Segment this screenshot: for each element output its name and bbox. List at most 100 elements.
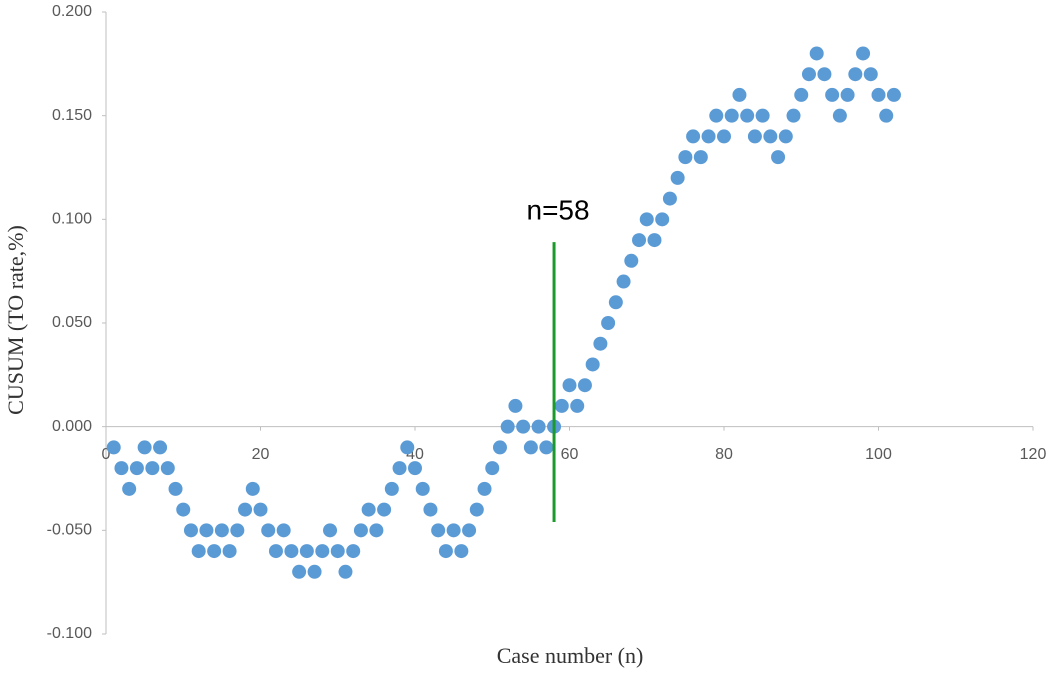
data-point [701, 129, 716, 144]
y-tick-label: 0.050 [52, 314, 92, 331]
data-point [307, 564, 322, 579]
data-point [299, 544, 314, 559]
data-point [207, 544, 222, 559]
data-point [384, 481, 399, 496]
data-point [763, 129, 778, 144]
data-point [114, 461, 129, 476]
data-point [832, 108, 847, 123]
data-point [585, 357, 600, 372]
data-point [794, 87, 809, 102]
data-point [616, 274, 631, 289]
data-point [292, 564, 307, 579]
data-point [624, 253, 639, 268]
data-point [369, 523, 384, 538]
data-point [423, 502, 438, 517]
data-point [199, 523, 214, 538]
data-point [160, 461, 175, 476]
x-tick-label: 100 [865, 446, 892, 463]
data-point [485, 461, 500, 476]
data-point [577, 378, 592, 393]
data-point [724, 108, 739, 123]
data-point [492, 440, 507, 455]
data-point [647, 233, 662, 248]
data-point [539, 440, 554, 455]
data-point [709, 108, 724, 123]
data-point [755, 108, 770, 123]
data-point [462, 523, 477, 538]
data-point [222, 544, 237, 559]
data-point [562, 378, 577, 393]
data-point [809, 46, 824, 61]
data-point [801, 67, 816, 82]
y-tick-label: -0.100 [47, 625, 92, 642]
data-point [400, 440, 415, 455]
y-axis-title: CUSUM (TO rate,%) [3, 225, 28, 415]
data-point [693, 150, 708, 165]
data-point [438, 544, 453, 559]
data-point [516, 419, 531, 434]
data-point [554, 398, 569, 413]
data-point [276, 523, 291, 538]
data-point [531, 419, 546, 434]
data-point [771, 150, 786, 165]
data-point [284, 544, 299, 559]
data-point [361, 502, 376, 517]
y-tick-label: 0.000 [52, 418, 92, 435]
data-point [879, 108, 894, 123]
data-point [377, 502, 392, 517]
annotation-label: n=58 [527, 195, 590, 226]
data-point [523, 440, 538, 455]
y-tick-label: 0.150 [52, 107, 92, 124]
data-point [747, 129, 762, 144]
data-point [477, 481, 492, 496]
data-point [415, 481, 430, 496]
data-point [608, 295, 623, 310]
data-point [655, 212, 670, 227]
data-point [214, 523, 229, 538]
x-tick-label: 120 [1020, 446, 1047, 463]
x-tick-label: 20 [252, 446, 270, 463]
y-tick-label: 0.200 [52, 3, 92, 20]
x-tick-label: 80 [715, 446, 733, 463]
data-point [176, 502, 191, 517]
data-point [338, 564, 353, 579]
data-point [825, 87, 840, 102]
data-point [153, 440, 168, 455]
data-point [740, 108, 755, 123]
x-axis-title: Case number (n) [497, 643, 644, 668]
data-point [129, 461, 144, 476]
data-point [662, 191, 677, 206]
data-point [786, 108, 801, 123]
data-point [717, 129, 731, 144]
data-point [346, 544, 361, 559]
x-tick-label: 60 [561, 446, 579, 463]
data-point [732, 87, 747, 102]
data-point [500, 419, 515, 434]
data-point [268, 544, 283, 559]
data-point [678, 150, 693, 165]
data-point [856, 46, 871, 61]
data-point [253, 502, 268, 517]
data-point [315, 544, 330, 559]
data-point [137, 440, 152, 455]
data-point [191, 544, 206, 559]
data-point [686, 129, 701, 144]
data-point [469, 502, 484, 517]
data-point [508, 398, 523, 413]
y-tick-label: 0.100 [52, 211, 92, 228]
data-point [330, 544, 345, 559]
x-tick-label: 0 [102, 446, 111, 463]
data-point [840, 87, 855, 102]
data-point [446, 523, 461, 538]
data-point [639, 212, 654, 227]
data-point [122, 481, 137, 496]
data-point [353, 523, 368, 538]
y-tick-label: -0.050 [47, 522, 92, 539]
data-point [168, 481, 183, 496]
data-point [323, 523, 338, 538]
data-point [145, 461, 160, 476]
data-point [632, 233, 647, 248]
data-point [817, 67, 832, 82]
